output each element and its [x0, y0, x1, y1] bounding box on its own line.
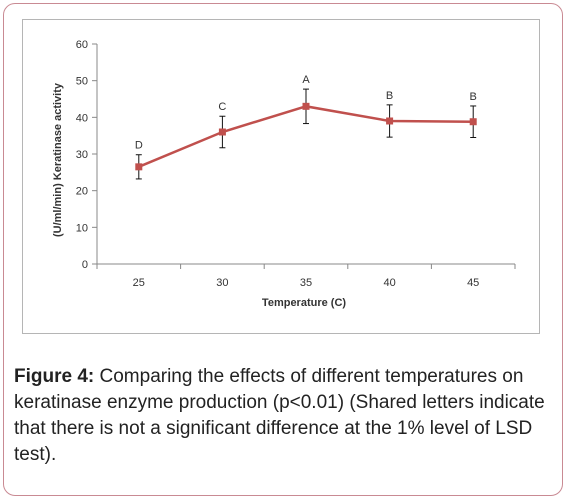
chart-frame: 0 10 20 30 40 50 60 25 30 35 40 45 Temperature (C) (U… — [22, 19, 540, 334]
y-tick-label: 30 — [76, 149, 88, 161]
y-tick-label: 0 — [82, 259, 88, 271]
caption-label: Figure 4: — [14, 366, 95, 387]
y-tick-label: 40 — [76, 112, 88, 124]
x-tick-label: 30 — [216, 277, 228, 289]
y-tick-label: 20 — [76, 186, 88, 198]
x-tick-label: 40 — [383, 277, 395, 289]
caption-text: Comparing the effects of different tempe… — [14, 366, 545, 465]
line-chart: 0 10 20 30 40 50 60 25 30 35 40 45 Temperature (C) (U… — [52, 39, 516, 309]
data-point — [469, 118, 477, 126]
y-axis-label: (U/ml/min) Keratinase activity — [52, 82, 64, 237]
x-tick-label: 35 — [300, 277, 312, 289]
x-axis-label: Temperature (C) — [262, 297, 346, 309]
y-tick-label: 10 — [76, 222, 88, 234]
y-tick-label: 50 — [76, 76, 88, 88]
x-tick-label: 25 — [133, 277, 145, 289]
data-point — [302, 102, 310, 110]
data-point — [218, 128, 226, 136]
significance-label: A — [302, 74, 310, 86]
x-tick-label: 45 — [467, 277, 479, 289]
significance-label: C — [218, 101, 226, 113]
data-point — [135, 163, 143, 171]
y-tick-label: 60 — [76, 39, 88, 51]
data-point — [386, 117, 394, 125]
significance-label: B — [386, 90, 393, 102]
figure-caption: Figure 4: Comparing the effects of diffe… — [14, 364, 554, 468]
significance-label: D — [135, 140, 143, 152]
significance-label: B — [470, 91, 477, 103]
